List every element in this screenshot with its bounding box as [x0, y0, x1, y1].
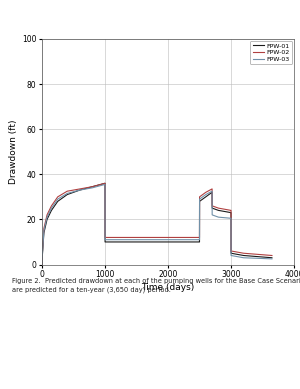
X-axis label: Time (days): Time (days)	[141, 283, 195, 292]
Text: Figure 2.  Predicted drawdown at each of the pumping wells for the Base Case Sce: Figure 2. Predicted drawdown at each of …	[12, 278, 300, 293]
Y-axis label: Drawdown (ft): Drawdown (ft)	[9, 119, 18, 184]
Legend: FPW-01, FPW-02, FPW-03: FPW-01, FPW-02, FPW-03	[250, 41, 292, 65]
